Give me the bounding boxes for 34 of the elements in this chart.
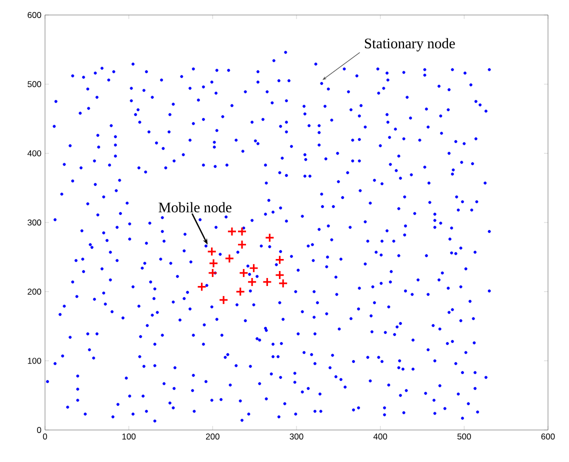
point: [207, 246, 217, 256]
annotation: Stationary node: [364, 38, 455, 52]
point: [274, 270, 285, 280]
point: [218, 295, 228, 305]
point: [237, 226, 247, 236]
x-tick-label: 300: [290, 434, 304, 440]
point: [264, 232, 274, 243]
point: [247, 277, 257, 287]
y-tick-label: 100: [28, 358, 42, 364]
point: [236, 286, 246, 296]
y-tick-label: 300: [28, 219, 42, 226]
x-tick-label: 600: [541, 434, 555, 440]
x-tick-label: 500: [457, 434, 471, 440]
y-tick-label: 0: [37, 426, 42, 433]
point: [278, 278, 288, 288]
point: [248, 263, 259, 273]
x-tick-label: 400: [373, 434, 388, 440]
y-tick-label: 500: [28, 81, 42, 88]
y-tick-label: 200: [28, 288, 42, 295]
y-tick-label: 400: [27, 150, 42, 156]
y-tick-label: 600: [28, 12, 42, 18]
point: [238, 268, 248, 278]
point: [262, 277, 272, 287]
annotation: Mobile node: [158, 202, 232, 212]
x-tick-label: 100: [122, 434, 136, 440]
x-tick-label: 0: [42, 434, 48, 440]
point: [237, 240, 247, 250]
point: [227, 226, 237, 236]
point: [224, 254, 234, 264]
point: [208, 268, 218, 278]
point: [208, 258, 218, 268]
point: [196, 282, 207, 292]
point: [274, 255, 285, 265]
x-tick-label: 200: [206, 434, 220, 440]
